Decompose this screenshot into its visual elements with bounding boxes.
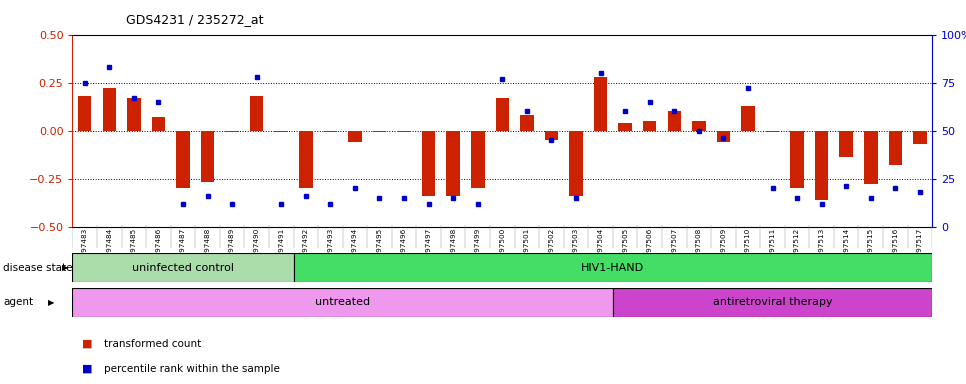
Bar (766, 131, 780, 132)
Bar (102, 88, 116, 131)
Bar (471, 131, 485, 188)
Bar (299, 131, 313, 188)
Text: ■: ■ (82, 364, 93, 374)
Bar (717, 131, 730, 142)
Bar (201, 131, 214, 182)
Bar (496, 98, 509, 131)
Text: transformed count: transformed count (104, 339, 202, 349)
Bar (78, 96, 92, 131)
Text: untreated: untreated (315, 297, 370, 308)
Bar (864, 131, 877, 184)
Bar (741, 106, 754, 131)
Bar (913, 131, 926, 144)
Bar (612, 288, 932, 317)
Bar (294, 253, 932, 282)
Bar (348, 131, 361, 142)
Bar (324, 131, 337, 132)
Bar (397, 131, 411, 132)
Bar (545, 131, 558, 140)
Bar (72, 253, 294, 282)
Bar (250, 96, 264, 131)
Bar (569, 131, 582, 196)
Text: ▶: ▶ (48, 298, 55, 307)
Bar (618, 123, 632, 131)
Text: HIV1-HAND: HIV1-HAND (582, 263, 644, 273)
Bar (790, 131, 804, 188)
Text: disease state: disease state (3, 263, 72, 273)
Text: agent: agent (3, 297, 33, 308)
Bar (692, 121, 705, 131)
Bar (643, 121, 657, 131)
Bar (668, 111, 681, 131)
Bar (152, 117, 165, 131)
Bar (128, 98, 141, 131)
Bar (176, 131, 189, 188)
Text: uninfected control: uninfected control (132, 263, 234, 273)
Bar (422, 131, 436, 196)
Bar (594, 77, 608, 131)
Bar (72, 288, 612, 317)
Bar (889, 131, 902, 165)
Text: percentile rank within the sample: percentile rank within the sample (104, 364, 280, 374)
Text: antiretroviral therapy: antiretroviral therapy (713, 297, 833, 308)
Text: ▶: ▶ (62, 263, 69, 272)
Bar (815, 131, 829, 200)
Bar (225, 131, 239, 132)
Text: ■: ■ (82, 339, 93, 349)
Bar (373, 131, 386, 132)
Text: GDS4231 / 235272_at: GDS4231 / 235272_at (126, 13, 263, 26)
Bar (839, 131, 853, 157)
Bar (446, 131, 460, 196)
Bar (520, 115, 533, 131)
Bar (274, 131, 288, 132)
